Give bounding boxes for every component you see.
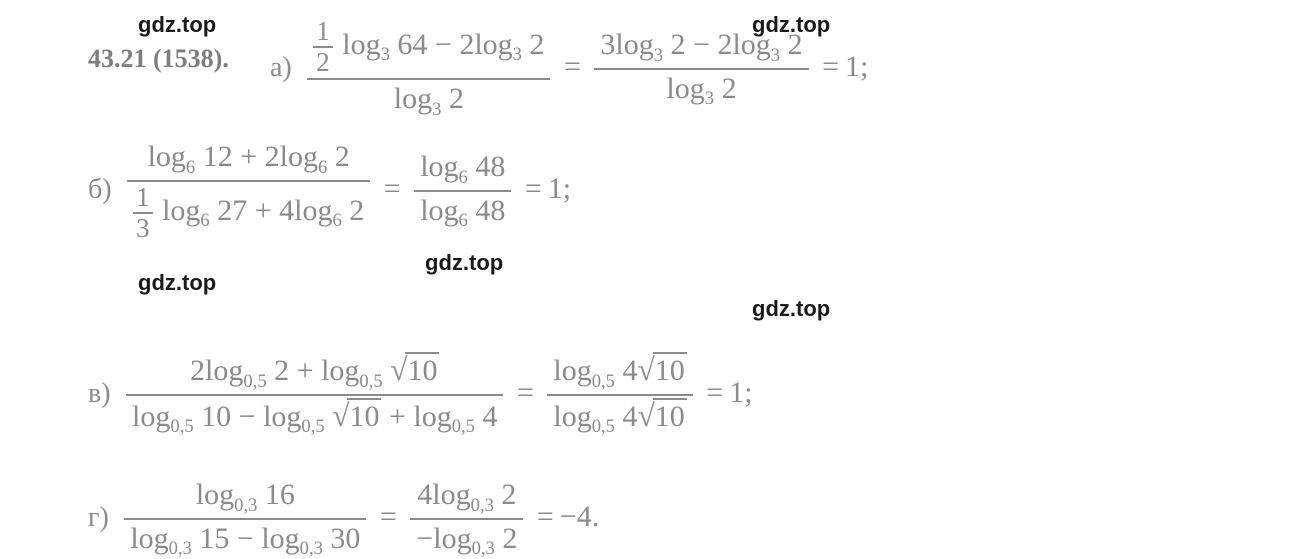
tail-a: ;: [860, 50, 868, 83]
watermark: gdz.top: [752, 296, 830, 322]
tail-c: ;: [744, 376, 752, 409]
tail-d: .: [592, 500, 600, 533]
tail-b: ;: [563, 172, 571, 205]
equation-c: в) 2log0,5 2 + log0,5 √10 log0,5 10 − lo…: [88, 352, 753, 438]
part-letter-d: г): [88, 503, 109, 534]
part-letter-a: а): [270, 53, 292, 84]
result-b: 1: [548, 172, 563, 205]
equation-d: г) log0,3 16 log0,3 15 − log0,3 30 = 4lo…: [88, 478, 599, 559]
part-letter-b: б): [88, 175, 112, 206]
result-c: 1: [729, 376, 744, 409]
result-a: 1: [845, 50, 860, 83]
frac-b-mid: log6 48 log6 48: [414, 150, 511, 232]
frac-b-lhs: log6 12 + 2log6 2 13 log6 27 + 4log6 2: [127, 140, 370, 242]
problem-number-paren: (1538).: [153, 44, 229, 73]
watermark: gdz.top: [138, 270, 216, 296]
frac-a-mid: 3log3 2 − 2log3 2 log3 2: [594, 28, 808, 110]
equation-a: а) 12 log3 64 − 2log3 2 log3 2 = 3log3 2…: [270, 18, 868, 120]
frac-c-mid: log0,5 4√10 log0,5 4√10: [547, 352, 692, 438]
frac-d-mid: 4log0,3 2 −log0,3 2: [410, 478, 523, 559]
frac-a-lhs: 12 log3 64 − 2log3 2 log3 2: [307, 18, 550, 120]
part-letter-c: в): [88, 379, 111, 410]
frac-c-lhs: 2log0,5 2 + log0,5 √10 log0,5 10 − log0,…: [126, 352, 503, 438]
watermark: gdz.top: [425, 250, 503, 276]
frac-d-lhs: log0,3 16 log0,3 15 − log0,3 30: [124, 478, 366, 559]
result-d: −4: [560, 500, 592, 533]
problem-number: 43.21 (1538).: [88, 44, 229, 74]
equation-b: б) log6 12 + 2log6 2 13 log6 27 + 4log6 …: [88, 140, 571, 242]
problem-number-main: 43.21: [88, 44, 147, 73]
watermark: gdz.top: [138, 12, 216, 38]
page-root: gdz.top gdz.top gdz.top gdz.top gdz.top …: [0, 0, 1313, 559]
